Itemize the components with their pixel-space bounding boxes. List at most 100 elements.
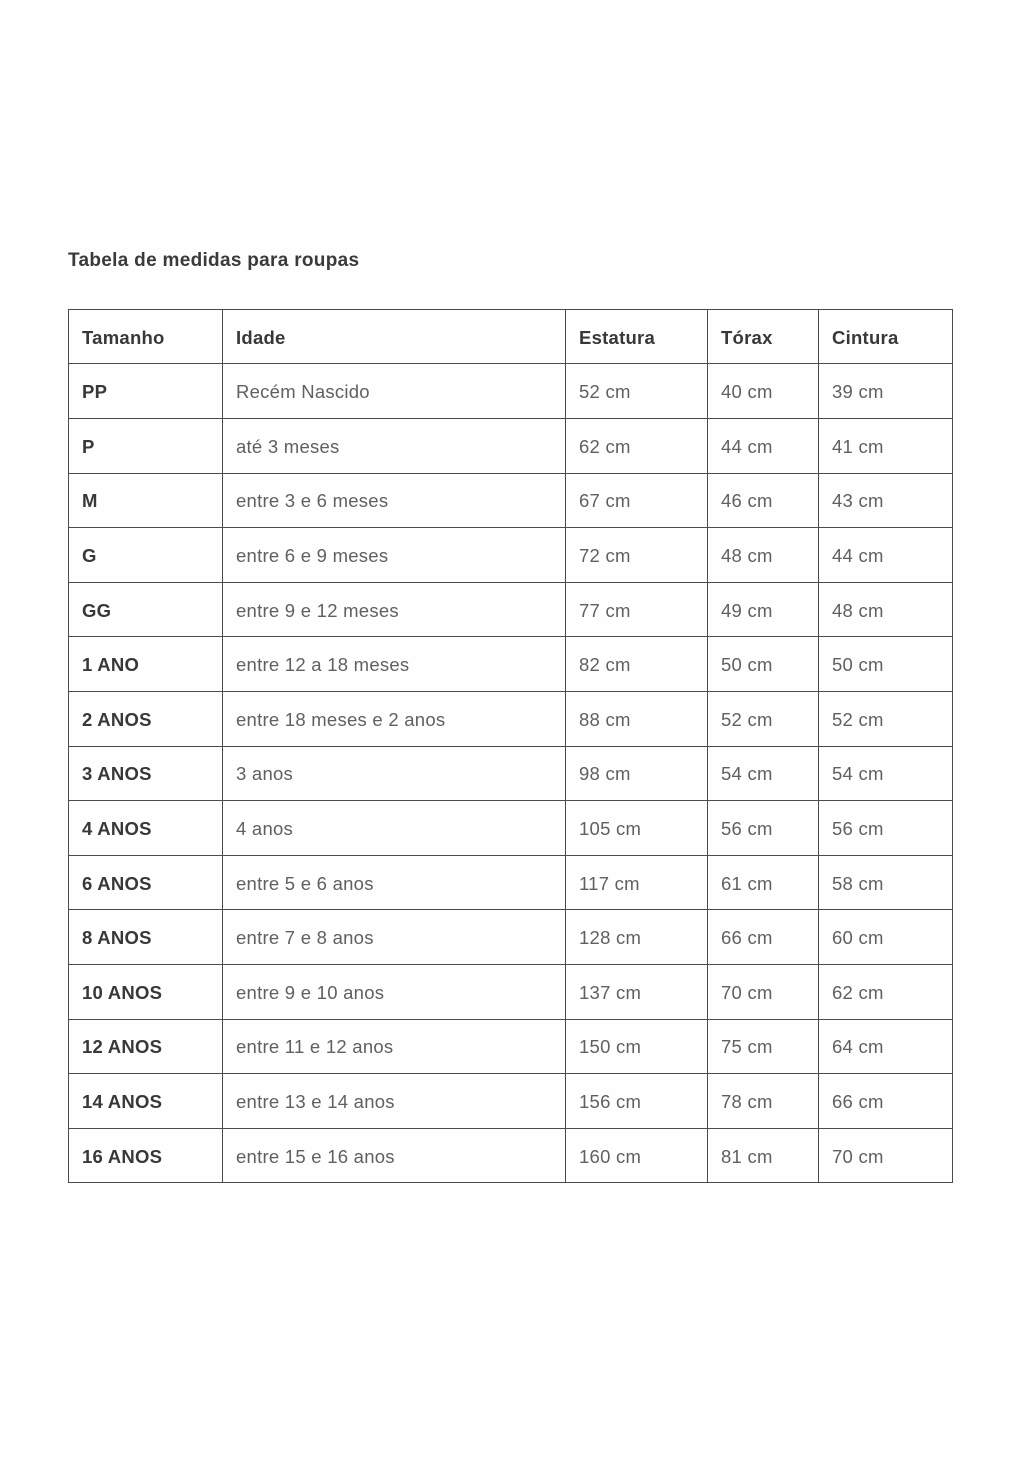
cell-idade: 3 anos [222, 745, 566, 802]
cell-tamanho: GG [68, 581, 223, 638]
cell-tamanho: 14 ANOS [68, 1073, 223, 1129]
cell-idade: entre 15 e 16 anos [222, 1127, 566, 1184]
table-row: 3 ANOS 3 anos 98 cm 54 cm 54 cm [68, 745, 953, 802]
cell-idade: entre 12 a 18 meses [222, 636, 566, 692]
cell-idade: entre 9 e 12 meses [222, 581, 566, 638]
cell-cintura: 43 cm [818, 472, 953, 529]
table-row: P até 3 meses 62 cm 44 cm 41 cm [68, 418, 953, 474]
cell-cintura: 44 cm [818, 527, 953, 583]
cell-cintura: 70 cm [818, 1127, 953, 1184]
cell-estatura: 77 cm [565, 581, 708, 638]
cell-idade: entre 9 e 10 anos [222, 963, 566, 1020]
column-header-cintura: Cintura [818, 308, 953, 365]
cell-idade: entre 6 e 9 meses [222, 527, 566, 583]
cell-torax: 78 cm [707, 1073, 819, 1129]
cell-tamanho: 2 ANOS [68, 691, 223, 747]
cell-tamanho: G [68, 527, 223, 583]
cell-tamanho: 4 ANOS [68, 800, 223, 856]
cell-idade: entre 3 e 6 meses [222, 472, 566, 529]
cell-estatura: 82 cm [565, 636, 708, 692]
column-header-estatura: Estatura [565, 308, 708, 365]
table-row: GG entre 9 e 12 meses 77 cm 49 cm 48 cm [68, 581, 953, 638]
cell-torax: 75 cm [707, 1018, 819, 1075]
cell-tamanho: 16 ANOS [68, 1127, 223, 1184]
cell-tamanho: 10 ANOS [68, 963, 223, 1020]
page-title: Tabela de medidas para roupas [68, 250, 360, 271]
cell-estatura: 137 cm [565, 963, 708, 1020]
table-header-row: Tamanho Idade Estatura Tórax Cintura [68, 308, 953, 365]
cell-cintura: 52 cm [818, 691, 953, 747]
table-row: PP Recém Nascido 52 cm 40 cm 39 cm [68, 363, 953, 420]
cell-estatura: 72 cm [565, 527, 708, 583]
table-row: 4 ANOS 4 anos 105 cm 56 cm 56 cm [68, 800, 953, 856]
cell-torax: 44 cm [707, 418, 819, 474]
cell-cintura: 58 cm [818, 854, 953, 911]
cell-torax: 66 cm [707, 909, 819, 965]
cell-torax: 54 cm [707, 745, 819, 802]
cell-tamanho: 12 ANOS [68, 1018, 223, 1075]
table-row: 2 ANOS entre 18 meses e 2 anos 88 cm 52 … [68, 691, 953, 747]
cell-cintura: 62 cm [818, 963, 953, 1020]
cell-cintura: 48 cm [818, 581, 953, 638]
cell-torax: 48 cm [707, 527, 819, 583]
table-row: G entre 6 e 9 meses 72 cm 48 cm 44 cm [68, 527, 953, 583]
cell-torax: 81 cm [707, 1127, 819, 1184]
table-row: M entre 3 e 6 meses 67 cm 46 cm 43 cm [68, 472, 953, 529]
cell-estatura: 62 cm [565, 418, 708, 474]
cell-estatura: 150 cm [565, 1018, 708, 1075]
table-row: 8 ANOS entre 7 e 8 anos 128 cm 66 cm 60 … [68, 909, 953, 965]
cell-tamanho: P [68, 418, 223, 474]
column-header-torax: Tórax [707, 308, 819, 365]
cell-idade: entre 18 meses e 2 anos [222, 691, 566, 747]
cell-torax: 70 cm [707, 963, 819, 1020]
table-body: PP Recém Nascido 52 cm 40 cm 39 cm P até… [68, 363, 953, 1184]
cell-estatura: 88 cm [565, 691, 708, 747]
cell-cintura: 39 cm [818, 363, 953, 420]
cell-idade: 4 anos [222, 800, 566, 856]
cell-cintura: 56 cm [818, 800, 953, 856]
cell-cintura: 66 cm [818, 1073, 953, 1129]
column-header-tamanho: Tamanho [68, 308, 223, 365]
cell-idade: entre 11 e 12 anos [222, 1018, 566, 1075]
cell-estatura: 156 cm [565, 1073, 708, 1129]
table-row: 16 ANOS entre 15 e 16 anos 160 cm 81 cm … [68, 1127, 953, 1184]
table-row: 1 ANO entre 12 a 18 meses 82 cm 50 cm 50… [68, 636, 953, 692]
cell-estatura: 105 cm [565, 800, 708, 856]
table-row: 14 ANOS entre 13 e 14 anos 156 cm 78 cm … [68, 1073, 953, 1129]
cell-tamanho: PP [68, 363, 223, 420]
cell-torax: 56 cm [707, 800, 819, 856]
cell-tamanho: 3 ANOS [68, 745, 223, 802]
cell-torax: 52 cm [707, 691, 819, 747]
clothing-measurements-table: Tamanho Idade Estatura Tórax Cintura PP … [68, 308, 953, 1184]
cell-idade: Recém Nascido [222, 363, 566, 420]
cell-torax: 46 cm [707, 472, 819, 529]
cell-idade: entre 13 e 14 anos [222, 1073, 566, 1129]
cell-torax: 61 cm [707, 854, 819, 911]
table-row: 12 ANOS entre 11 e 12 anos 150 cm 75 cm … [68, 1018, 953, 1075]
cell-cintura: 64 cm [818, 1018, 953, 1075]
cell-tamanho: 8 ANOS [68, 909, 223, 965]
cell-estatura: 52 cm [565, 363, 708, 420]
cell-tamanho: 6 ANOS [68, 854, 223, 911]
cell-estatura: 160 cm [565, 1127, 708, 1184]
cell-torax: 50 cm [707, 636, 819, 692]
table-row: 10 ANOS entre 9 e 10 anos 137 cm 70 cm 6… [68, 963, 953, 1020]
column-header-idade: Idade [222, 308, 566, 365]
cell-idade: entre 5 e 6 anos [222, 854, 566, 911]
table-row: 6 ANOS entre 5 e 6 anos 117 cm 61 cm 58 … [68, 854, 953, 911]
cell-idade: entre 7 e 8 anos [222, 909, 566, 965]
cell-estatura: 128 cm [565, 909, 708, 965]
cell-estatura: 98 cm [565, 745, 708, 802]
cell-cintura: 60 cm [818, 909, 953, 965]
cell-torax: 49 cm [707, 581, 819, 638]
cell-estatura: 67 cm [565, 472, 708, 529]
cell-cintura: 54 cm [818, 745, 953, 802]
cell-tamanho: M [68, 472, 223, 529]
cell-cintura: 41 cm [818, 418, 953, 474]
cell-cintura: 50 cm [818, 636, 953, 692]
cell-tamanho: 1 ANO [68, 636, 223, 692]
cell-torax: 40 cm [707, 363, 819, 420]
cell-idade: até 3 meses [222, 418, 566, 474]
cell-estatura: 117 cm [565, 854, 708, 911]
